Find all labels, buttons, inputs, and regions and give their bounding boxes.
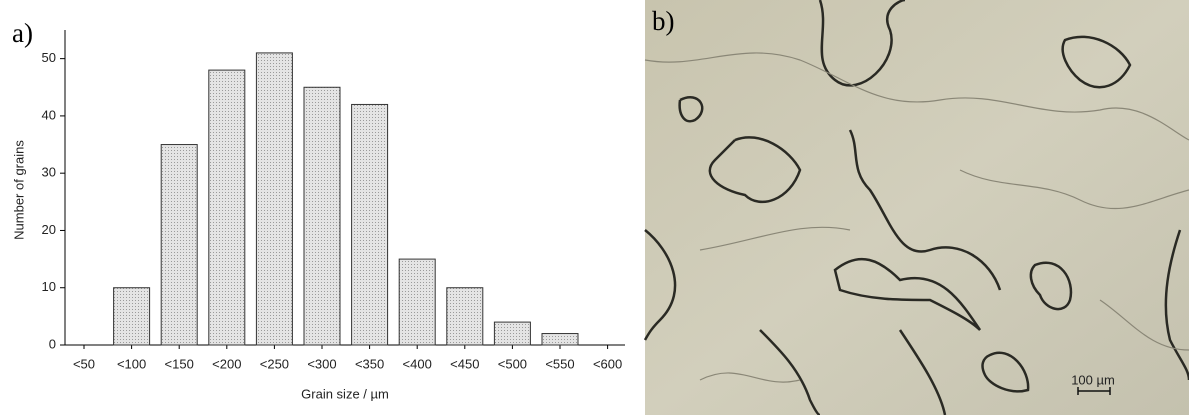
grain-boundaries — [643, 0, 1189, 415]
scale-bar — [1077, 387, 1111, 395]
x-tick-label: <450 — [450, 356, 479, 371]
x-tick-label: <400 — [403, 356, 432, 371]
x-tick-label: <200 — [212, 356, 241, 371]
x-tick-label: <100 — [117, 356, 146, 371]
panel-label: b) — [652, 6, 675, 36]
bar — [493, 321, 531, 346]
x-tick-label: <250 — [260, 356, 289, 371]
y-tick-label: 30 — [42, 165, 56, 180]
chart: a) Grain size / µm Number of grains 0 10 2… — [11, 18, 625, 401]
x-tick-label: <150 — [165, 356, 194, 371]
y-tick-label: 0 — [49, 336, 56, 351]
bar — [446, 287, 484, 346]
bar — [255, 52, 293, 346]
x-tick-label: <300 — [307, 356, 336, 371]
bar — [541, 333, 579, 346]
y-tick-label: 40 — [42, 107, 56, 122]
micrograph-image — [645, 0, 1189, 415]
faint-boundaries — [644, 52, 1189, 383]
panel-label: a) — [12, 18, 33, 48]
y-tick-label: 50 — [42, 50, 56, 65]
bar — [398, 258, 436, 346]
bar — [351, 103, 389, 346]
x-tick-label: <350 — [355, 356, 384, 371]
x-tick-label: <600 — [593, 356, 622, 371]
bar — [208, 69, 246, 346]
bar — [303, 86, 341, 346]
bar — [160, 144, 198, 346]
x-tick-label: <550 — [545, 356, 574, 371]
y-tick-label: 10 — [42, 279, 56, 294]
x-tick-label: <50 — [73, 356, 95, 371]
x-axis-title: Grain size / µm — [301, 386, 389, 401]
micrograph: b) 100 µm — [643, 0, 1189, 415]
bar — [113, 287, 151, 346]
x-tick-label: <500 — [498, 356, 527, 371]
y-tick-label: 20 — [42, 222, 56, 237]
scale-bar-label: 100 µm — [1071, 372, 1115, 387]
y-axis-title: Number of grains — [11, 140, 26, 240]
